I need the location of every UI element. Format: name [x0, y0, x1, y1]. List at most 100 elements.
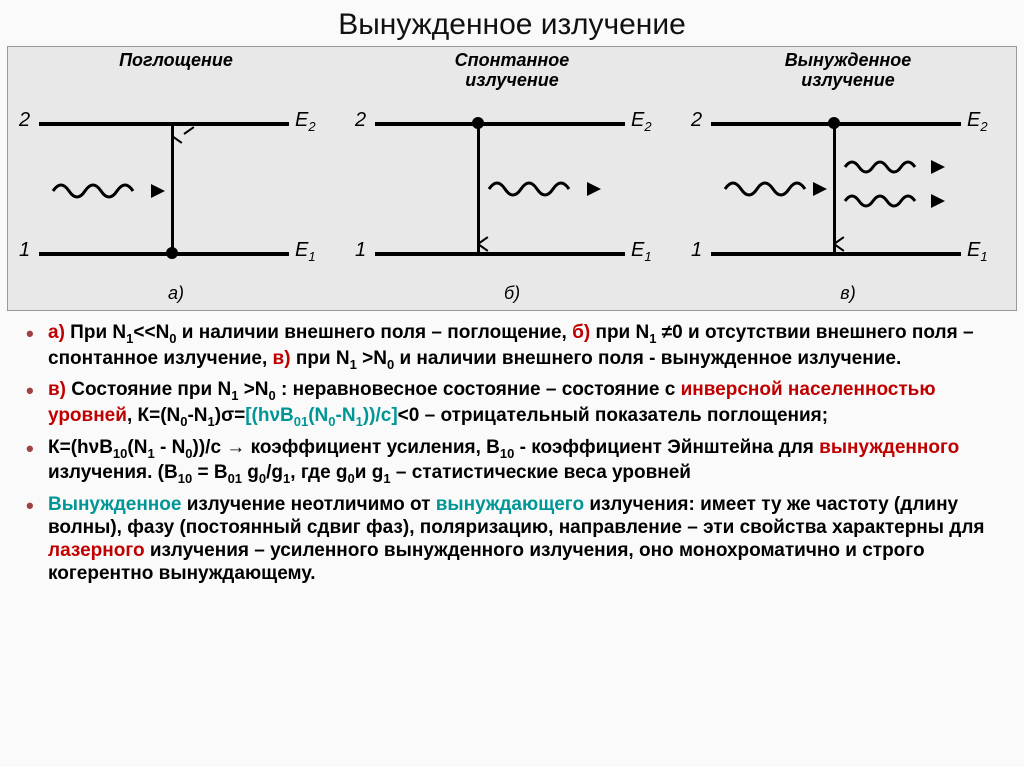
t: 0 — [185, 445, 192, 460]
photon-arrow-head — [151, 184, 165, 198]
t: 10 — [178, 471, 192, 486]
photon-arrow-head — [931, 194, 945, 208]
t: Состояние при N — [66, 379, 231, 400]
t: При N — [65, 322, 126, 343]
t: <<N — [133, 322, 169, 343]
photon-arrow-head — [587, 182, 601, 196]
t: 1 — [208, 414, 215, 429]
t: в) — [273, 348, 291, 369]
transition-line — [171, 126, 174, 252]
t: - коэффициент Эйнштейна для — [514, 437, 819, 458]
panel-absorption: Поглощение 2 1 E2 E1 а) — [11, 47, 341, 310]
t: [(hνB — [245, 405, 294, 426]
lower-level — [711, 252, 961, 256]
level-e1: E1 — [295, 239, 316, 264]
level-num-2: 2 — [691, 109, 702, 132]
photon-in-icon — [723, 175, 823, 203]
bullet-1: а) При N1<<N0 и наличии внешнего поля – … — [48, 321, 990, 372]
upper-level — [39, 122, 289, 126]
photon-arrow-head — [813, 182, 827, 196]
level-e2: E2 — [967, 109, 988, 134]
level-num-1: 1 — [355, 239, 366, 262]
t: 10 — [113, 445, 127, 460]
panel-label-b: б) — [347, 283, 677, 304]
t: ))/c → коэффициент усиления, B — [193, 437, 500, 458]
t: )σ= — [215, 405, 245, 426]
panel-spontaneous: Спонтанное излучение 2 1 E2 E1 б) — [347, 47, 677, 310]
panel-stimulated: Вынужденное излучение 2 1 E2 E1 в) — [683, 47, 1013, 310]
t: 01 — [294, 414, 308, 429]
t: и g — [355, 462, 384, 483]
t: , К=(N — [127, 405, 180, 426]
half-arrow-2 — [183, 126, 194, 135]
t: 01 — [228, 471, 242, 486]
transition-line — [833, 126, 836, 252]
t: а) — [48, 322, 65, 343]
photon-out-icon — [487, 175, 597, 203]
t: лазерного — [48, 540, 145, 561]
t: излучения – усиленного вынужденного излу… — [48, 540, 925, 584]
panel-title-c: Вынужденное излучение — [683, 51, 1013, 91]
t: излучение неотличимо от — [181, 494, 435, 515]
electron-dot — [828, 117, 840, 129]
t: 0 — [348, 471, 355, 486]
t: 10 — [500, 445, 514, 460]
panel-label-c: в) — [683, 283, 1013, 304]
level-num-2: 2 — [355, 109, 366, 132]
t: излучения. (B — [48, 462, 178, 483]
t: (N — [127, 437, 147, 458]
lower-level — [39, 252, 289, 256]
electron-dot — [472, 117, 484, 129]
t: Вынужденное — [48, 494, 181, 515]
t: <0 – отрицательный показатель поглощения… — [398, 405, 828, 426]
t: при N — [291, 348, 350, 369]
t: 0 — [269, 388, 276, 403]
t: 1 — [383, 471, 390, 486]
t: вынужденного — [819, 437, 959, 458]
t: и наличии внешнего поля - вынужденное из… — [394, 348, 901, 369]
panel-label-a: а) — [11, 283, 341, 304]
t: >N — [357, 348, 387, 369]
photon-out-icon — [843, 189, 938, 213]
t: 0 — [328, 414, 335, 429]
upper-level — [375, 122, 625, 126]
photon-arrow-head — [931, 160, 945, 174]
bullet-3: К=(hνB10(N1 - N0))/c → коэффициент усиле… — [48, 436, 990, 487]
t: -N — [336, 405, 356, 426]
t: К=(hνB — [48, 437, 113, 458]
t: /g — [266, 462, 283, 483]
photon-out-icon — [843, 155, 938, 179]
level-e1: E1 — [967, 239, 988, 264]
t: в) — [48, 379, 66, 400]
t: , где g — [290, 462, 347, 483]
t: ))/c] — [363, 405, 398, 426]
t: вынуждающего — [436, 494, 584, 515]
t: - N — [155, 437, 186, 458]
t: (N — [308, 405, 328, 426]
bullet-list: а) При N1<<N0 и наличии внешнего поля – … — [0, 319, 1024, 586]
transition-line — [477, 126, 480, 252]
t: 1 — [147, 445, 154, 460]
t: g — [242, 462, 259, 483]
t: -N — [187, 405, 207, 426]
level-num-1: 1 — [19, 239, 30, 262]
t: = B — [192, 462, 227, 483]
panel-title-a: Поглощение — [11, 51, 341, 71]
bullet-2: в) Состояние при N1 >N0 : неравновесное … — [48, 378, 990, 429]
level-e2: E2 — [295, 109, 316, 134]
energy-diagram: Поглощение 2 1 E2 E1 а) Спонтанное излуч… — [7, 46, 1017, 311]
t: >N — [238, 379, 268, 400]
t: – статистические веса уровней — [391, 462, 691, 483]
page-title: Вынужденное излучение — [0, 0, 1024, 46]
level-e1: E1 — [631, 239, 652, 264]
bullet-4: Вынужденное излучение неотличимо от выну… — [48, 493, 990, 586]
t: б) — [572, 322, 590, 343]
panel-title-b: Спонтанное излучение — [347, 51, 677, 91]
t: и наличии внешнего поля – поглощение, — [177, 322, 573, 343]
t: 0 — [169, 331, 176, 346]
level-num-1: 1 — [691, 239, 702, 262]
t: : неравновесное состояние – состояние с — [276, 379, 681, 400]
t: 1 — [356, 414, 363, 429]
electron-dot — [166, 247, 178, 259]
t: при N — [590, 322, 649, 343]
